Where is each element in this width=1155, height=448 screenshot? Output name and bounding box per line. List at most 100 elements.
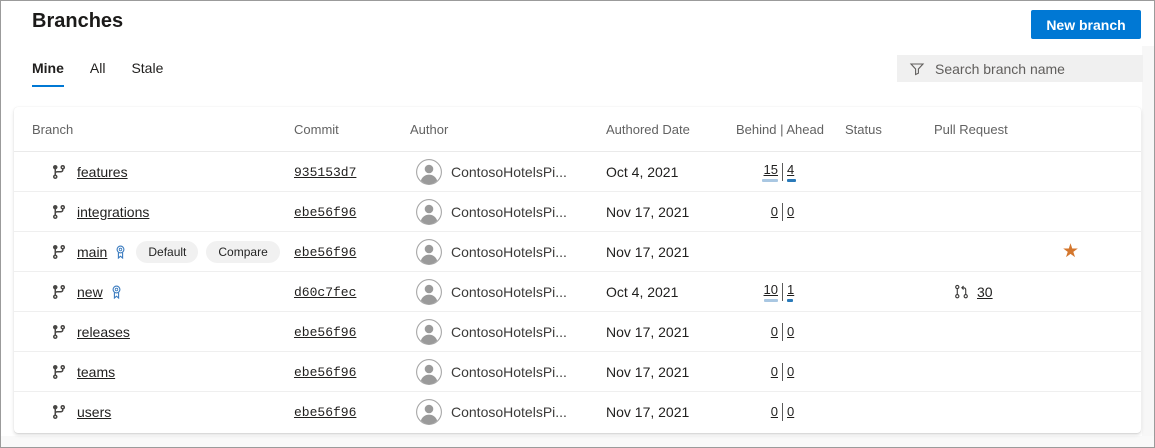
column-header-pull-request: Pull Request (934, 121, 1008, 137)
behind-count-link[interactable]: 0 (770, 404, 778, 419)
branch-name-link[interactable]: features (77, 163, 128, 180)
person-avatar-icon (416, 198, 442, 225)
git-branch-icon (51, 204, 67, 220)
branch-name-link[interactable]: main (77, 243, 108, 260)
branch-name-link[interactable]: new (77, 283, 103, 300)
authored-date: Oct 4, 2021 (606, 283, 679, 300)
author-name: ContosoHotelsPi... (451, 243, 567, 260)
behind-ahead-divider (782, 162, 783, 181)
table-row[interactable]: users ebe56f96 ContosoHotelsPi... Nov 17… (14, 392, 1141, 432)
behind-ahead-divider (782, 202, 783, 221)
git-branch-icon (51, 364, 67, 380)
person-avatar-icon (416, 238, 442, 265)
ahead-count-link[interactable]: 0 (787, 323, 795, 339)
page-title: Branches (32, 10, 124, 32)
behind-ahead-divider (782, 362, 783, 381)
table-row[interactable]: integrations ebe56f96 ContosoHotelsPi...… (14, 192, 1141, 232)
behind-ahead-group: 0 0 (736, 403, 845, 421)
behind-ahead-group: 0 0 (736, 322, 845, 341)
behind-count-link[interactable]: 0 (770, 323, 778, 339)
behind-ahead-group: 0 0 (736, 362, 845, 381)
table-row[interactable]: features 935153d7 ContosoHotelsPi... Oct… (14, 152, 1141, 192)
tab-mine[interactable]: Mine (32, 56, 64, 87)
new-branch-button[interactable]: New branch (1031, 10, 1141, 39)
ahead-count-link[interactable]: 0 (787, 203, 795, 219)
behind-ahead-divider (782, 282, 783, 301)
column-header-branch: Branch (32, 121, 74, 137)
commit-link[interactable]: ebe56f96 (294, 405, 357, 420)
commit-link[interactable]: 935153d7 (294, 164, 357, 180)
commit-link[interactable]: ebe56f96 (294, 364, 357, 380)
behind-bar (764, 298, 778, 302)
ahead-count-link[interactable]: 1 (787, 281, 795, 297)
tab-stale[interactable]: Stale (131, 60, 164, 76)
table-row[interactable]: releases ebe56f96 ContosoHotelsPi... Nov… (14, 312, 1141, 352)
behind-ahead-divider (782, 322, 783, 341)
filter-funnel-icon (909, 61, 925, 77)
table-row[interactable]: teams ebe56f96 ContosoHotelsPi... Nov 17… (14, 352, 1141, 392)
commit-link[interactable]: ebe56f96 (294, 204, 357, 220)
table-row[interactable]: main Default Compare ebe56f96 ContosoHote… (14, 232, 1141, 272)
column-header-authored-date: Authored Date (606, 121, 690, 137)
search-input[interactable] (935, 60, 1135, 77)
behind-ahead-group: 0 0 (736, 202, 845, 221)
person-avatar-icon (416, 278, 442, 305)
pull-request-link[interactable]: 30 (954, 284, 993, 300)
ahead-count-link[interactable]: 4 (787, 161, 795, 177)
author-name: ContosoHotelsPi... (451, 163, 567, 180)
branch-name-link[interactable]: integrations (77, 203, 150, 220)
git-branch-icon (51, 284, 67, 300)
authored-date: Oct 4, 2021 (606, 163, 679, 180)
author-name: ContosoHotelsPi... (451, 283, 567, 300)
person-avatar-icon (416, 318, 442, 345)
person-avatar-icon (416, 158, 442, 185)
person-avatar-icon (416, 399, 442, 425)
table-body: features 935153d7 ContosoHotelsPi... Oct… (14, 152, 1141, 432)
table-header-row: Branch Commit Author Authored Date Behin… (14, 107, 1141, 152)
branch-search (897, 55, 1143, 82)
behind-count-link[interactable]: 15 (763, 161, 778, 177)
behind-count-link[interactable]: 0 (770, 363, 778, 379)
bottom-strip (1, 436, 1154, 447)
commit-link[interactable]: ebe56f96 (294, 324, 357, 340)
tab-all[interactable]: All (89, 60, 106, 76)
behind-ahead-divider (782, 403, 783, 421)
compare-badge: Compare (206, 240, 280, 263)
ahead-bar (787, 178, 796, 182)
commit-link[interactable]: d60c7fec (294, 284, 357, 300)
git-branch-icon (51, 164, 67, 180)
authored-date: Nov 17, 2021 (606, 203, 690, 220)
branch-name-link[interactable]: teams (77, 363, 116, 380)
branches-table-card: Branch Commit Author Authored Date Behin… (14, 107, 1141, 433)
commit-link[interactable]: ebe56f96 (294, 244, 357, 260)
pull-request-number: 30 (977, 283, 993, 300)
authored-date: Nov 17, 2021 (606, 363, 690, 380)
git-branch-icon (51, 404, 67, 420)
column-header-status: Status (845, 121, 882, 137)
branch-name-link[interactable]: releases (77, 323, 130, 340)
behind-ahead-group: 10 1 (736, 282, 845, 302)
tab-bar: Mine All Stale (32, 56, 163, 87)
person-avatar-icon (416, 358, 442, 385)
column-header-author: Author (410, 121, 449, 137)
policy-ribbon-icon (111, 285, 122, 299)
policy-ribbon-icon (115, 245, 126, 259)
favorite-star-icon[interactable]: ★ (1062, 241, 1080, 262)
author-name: ContosoHotelsPi... (451, 363, 567, 380)
ahead-count-link[interactable]: 0 (787, 404, 795, 419)
badge-list: Default Compare (136, 240, 280, 263)
author-name: ContosoHotelsPi... (451, 404, 567, 420)
behind-ahead-group: 15 4 (736, 162, 845, 182)
table-row[interactable]: new d60c7fec ContosoHotelsPi... Oct 4, 2… (14, 272, 1141, 312)
behind-count-link[interactable]: 0 (770, 203, 778, 219)
git-branch-icon (51, 324, 67, 340)
author-name: ContosoHotelsPi... (451, 203, 567, 220)
ahead-count-link[interactable]: 0 (787, 363, 795, 379)
author-name: ContosoHotelsPi... (451, 323, 567, 340)
behind-count-link[interactable]: 10 (763, 281, 778, 297)
authored-date: Nov 17, 2021 (606, 404, 690, 420)
branch-name-link[interactable]: users (77, 404, 112, 420)
authored-date: Nov 17, 2021 (606, 243, 690, 260)
right-gutter (1142, 46, 1154, 447)
